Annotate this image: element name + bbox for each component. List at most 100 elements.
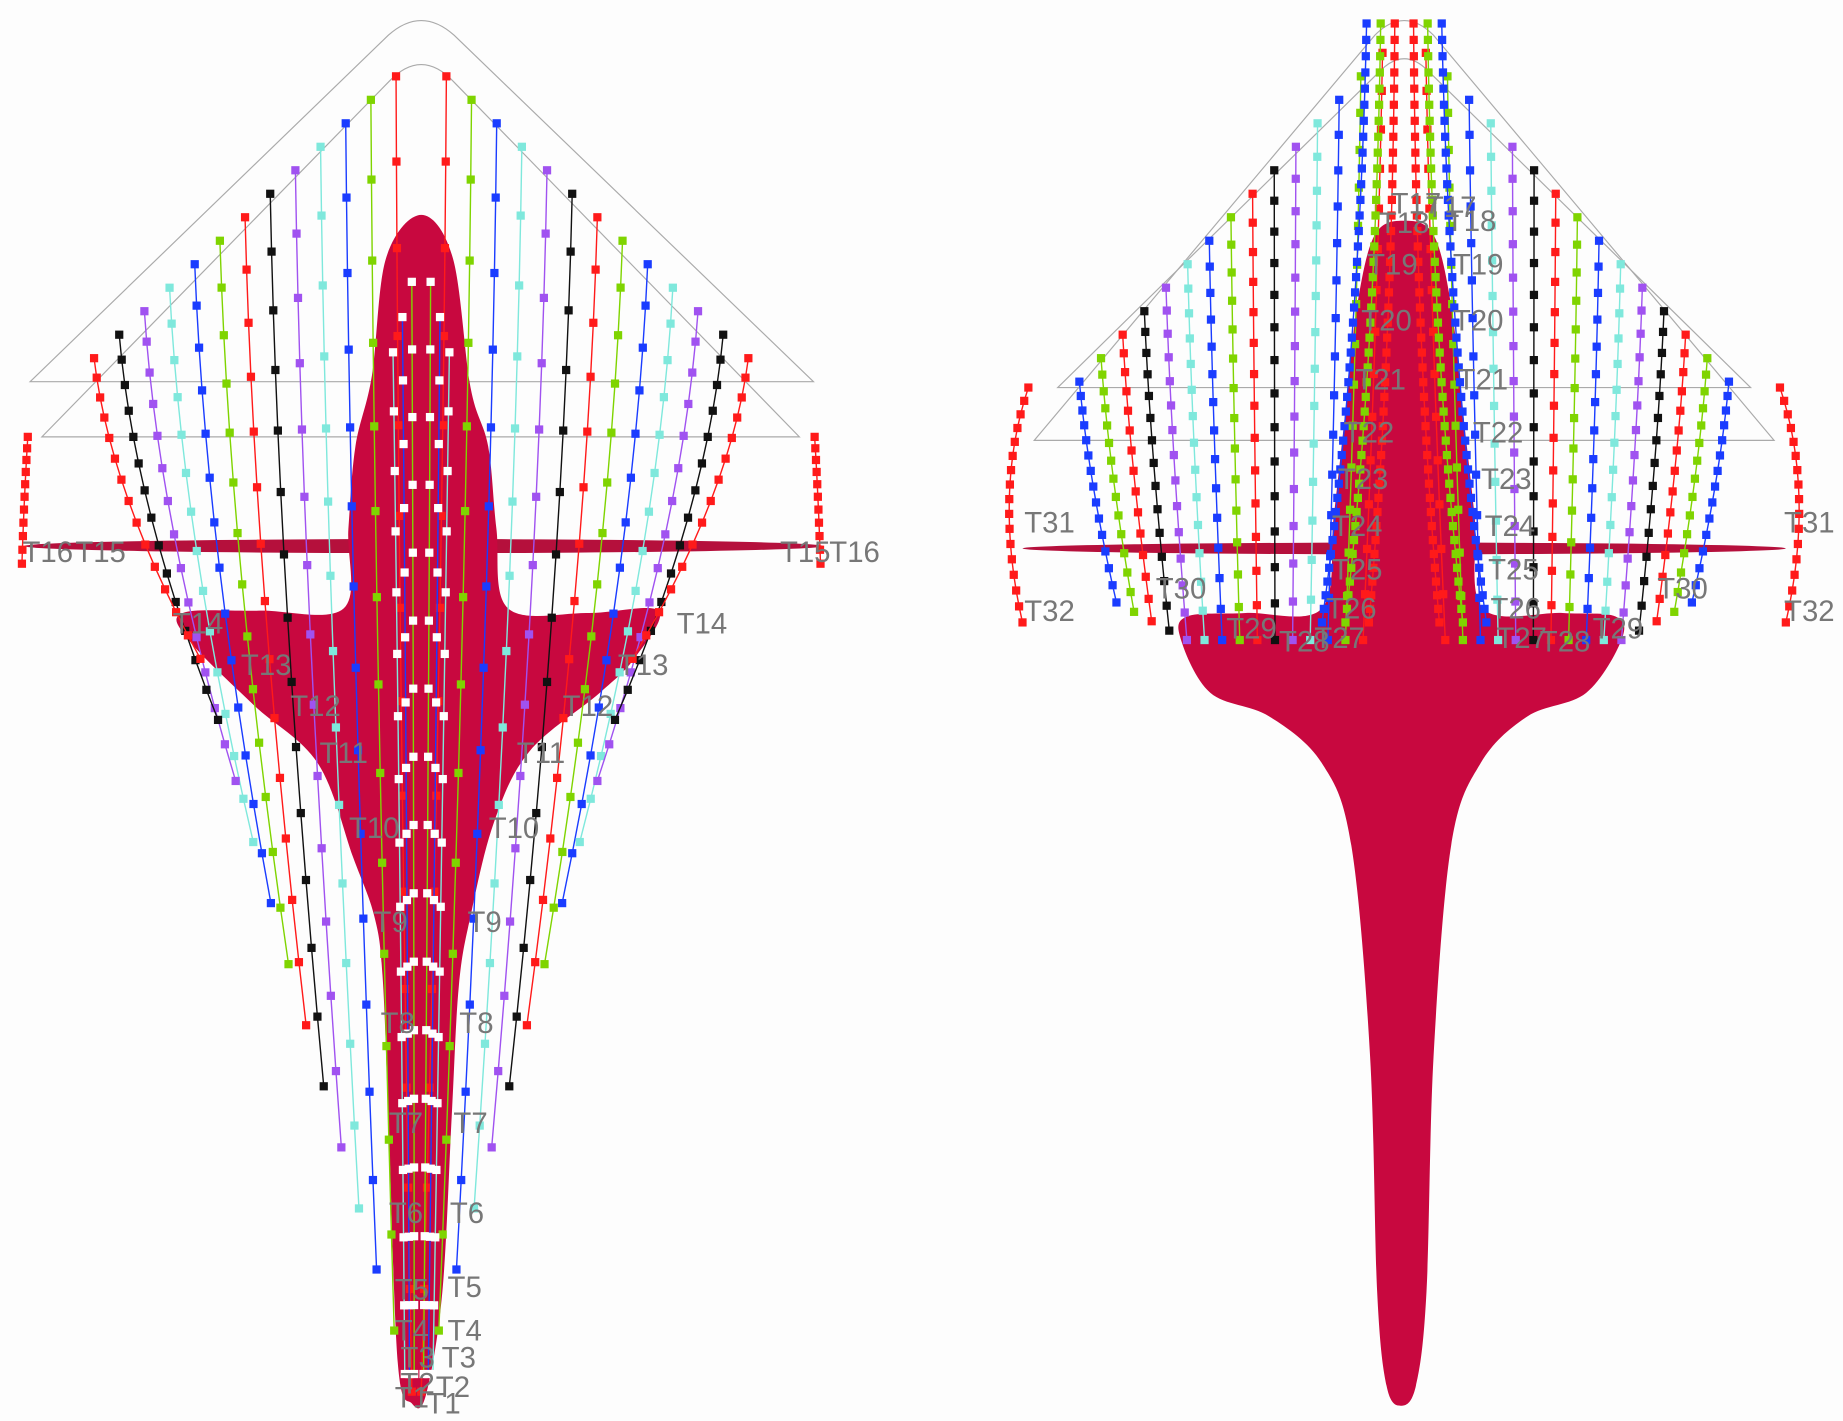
tract-point: [691, 337, 700, 346]
tract-point: [674, 464, 683, 473]
tract-point: [1621, 581, 1630, 590]
tract-point: [432, 698, 441, 707]
tract-point: [409, 1094, 419, 1103]
tract-point: [1438, 52, 1447, 61]
tract-point: [1451, 549, 1460, 559]
tract-point: [249, 799, 258, 809]
tract-point: [1140, 307, 1149, 316]
tract-point: [1529, 635, 1538, 645]
tract-point: [1508, 240, 1517, 249]
tract-point: [1430, 563, 1440, 572]
tract-point: [284, 960, 293, 969]
tract-point: [1785, 602, 1794, 611]
tract-point: [435, 376, 444, 385]
tract-point: [631, 586, 640, 596]
tract-point: [1114, 511, 1123, 520]
tract-point: [1369, 369, 1378, 379]
tract-point: [638, 343, 647, 352]
tract-point: [313, 1012, 322, 1021]
tract-point: [1375, 68, 1384, 77]
tract-point: [240, 213, 250, 222]
tract-point: [1122, 387, 1131, 396]
tract-point: [1431, 273, 1440, 282]
tract-point: [1333, 202, 1342, 211]
tract-point: [331, 1066, 341, 1076]
tract-point: [273, 426, 282, 435]
tract-label: T11: [320, 737, 368, 770]
tract-point: [1646, 505, 1655, 514]
tract-point: [1412, 211, 1421, 220]
tract-point: [1005, 509, 1014, 518]
tract-point: [1438, 35, 1447, 45]
tract-point: [643, 260, 652, 269]
tract-point: [1588, 484, 1597, 493]
tract-point: [1014, 602, 1024, 611]
tract-point: [1104, 438, 1114, 448]
tract-point: [191, 656, 200, 665]
tract-point: [275, 773, 285, 783]
tract-point: [384, 1135, 393, 1144]
tract-point: [1546, 635, 1556, 645]
tract-point: [393, 649, 402, 659]
tract-point: [1226, 213, 1236, 222]
tract-curves: [17, 19, 1804, 1396]
tract-point: [570, 596, 579, 606]
tract-point: [1165, 626, 1174, 635]
tract-point: [405, 1284, 415, 1294]
tract-point: [1378, 422, 1387, 431]
tract-point: [407, 277, 416, 286]
tract-point: [1703, 354, 1712, 363]
tract-point: [158, 464, 167, 473]
tract-point: [1775, 383, 1785, 392]
tract-point: [1353, 242, 1363, 251]
tract-point: [1489, 401, 1499, 411]
tract-point: [661, 530, 670, 539]
tract-label: T18: [1446, 205, 1497, 238]
tract-point: [1216, 604, 1225, 613]
tract-point: [1465, 166, 1475, 175]
tract-point: [1365, 333, 1374, 342]
tract-point: [1191, 465, 1200, 474]
tract-point: [568, 189, 577, 198]
tract-point: [1313, 152, 1322, 161]
tract-point: [1446, 242, 1455, 251]
tract-point: [1435, 348, 1444, 357]
tract-point: [1024, 383, 1033, 392]
tract-point: [466, 175, 475, 184]
tract-point: [1206, 315, 1216, 324]
tract-point: [1424, 479, 1434, 488]
tract-point: [392, 244, 402, 253]
tract-point: [387, 1230, 396, 1239]
tract-point: [434, 1032, 443, 1042]
tract-point: [420, 1300, 429, 1310]
tract-point: [1476, 577, 1486, 586]
tract-point: [1386, 242, 1395, 251]
tract-point: [1701, 370, 1711, 379]
tract-point: [1550, 369, 1559, 379]
tract-point: [1349, 303, 1359, 312]
tract-point: [1235, 635, 1244, 645]
tract-point: [1362, 35, 1371, 45]
tract-point: [1209, 397, 1218, 407]
tract-point: [623, 627, 633, 636]
tract-point: [1425, 204, 1434, 213]
tract-point: [1389, 100, 1398, 109]
tract-point: [1387, 211, 1396, 220]
tract-point: [403, 962, 412, 971]
tract-point: [1360, 84, 1369, 93]
tract-label: T8: [459, 1007, 493, 1040]
tract-point: [438, 774, 447, 784]
tract-point: [1411, 164, 1420, 173]
tract-point: [1427, 521, 1436, 531]
tract-point: [459, 593, 468, 602]
tract-point: [1372, 286, 1381, 295]
tract-point: [19, 518, 28, 527]
tract-point: [252, 483, 262, 492]
tract-point: [618, 236, 627, 245]
tract-point: [1510, 559, 1520, 568]
tract-point: [1783, 410, 1792, 419]
tract-point: [1412, 195, 1421, 205]
tract-point: [213, 668, 222, 677]
tract-point: [410, 1300, 419, 1310]
tract-point: [1529, 389, 1538, 398]
